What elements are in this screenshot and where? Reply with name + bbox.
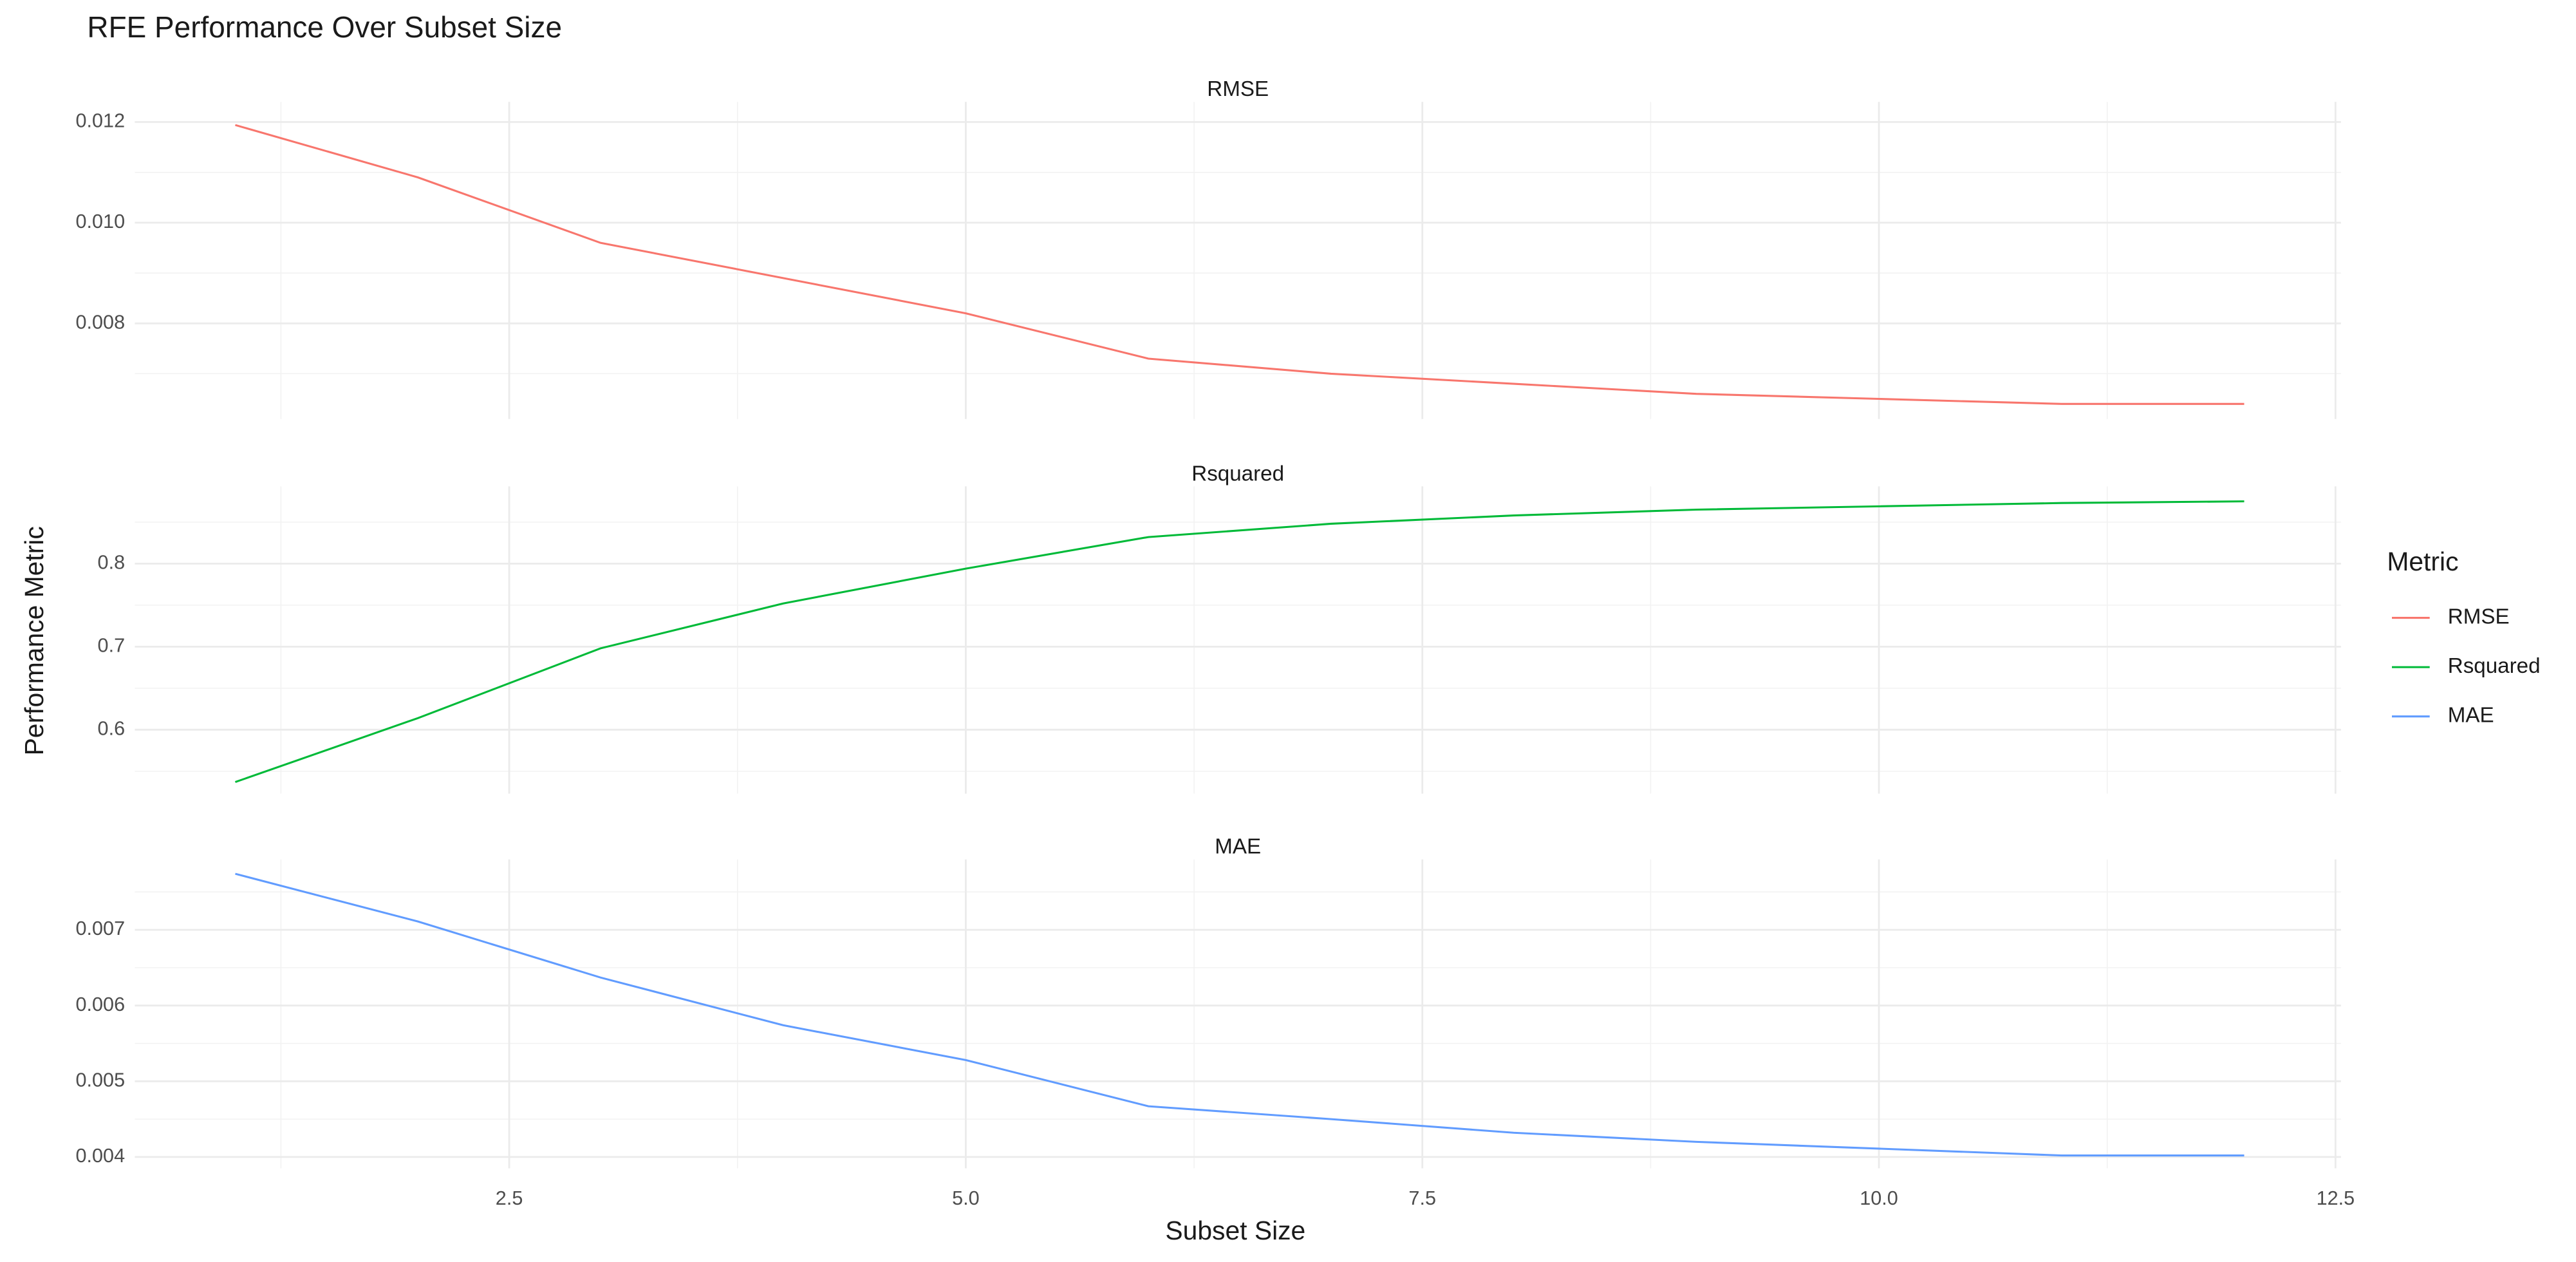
- y-axis-title: Performance Metric: [19, 526, 49, 755]
- y-tick-label: 0.007: [76, 918, 126, 939]
- strip-title: RMSE: [1207, 77, 1269, 101]
- x-axis-title: Subset Size: [1165, 1216, 1305, 1245]
- data-line: [234, 500, 2245, 784]
- y-tick-label: 0.006: [76, 994, 126, 1015]
- y-tick-label: 0.012: [76, 110, 126, 132]
- y-tick-label: 0.6: [98, 717, 126, 739]
- legend-title: Metric: [2387, 547, 2458, 576]
- x-tick-label: 7.5: [1408, 1187, 1436, 1209]
- legend-label: MAE: [2448, 703, 2494, 727]
- data-line: [235, 124, 2245, 405]
- x-tick-label: 10.0: [1860, 1187, 1898, 1209]
- y-tick-label: 0.004: [76, 1145, 126, 1167]
- x-tick-label: 12.5: [2317, 1187, 2355, 1209]
- strip-title: Rsquared: [1191, 462, 1284, 485]
- y-tick-label: 0.010: [76, 211, 126, 232]
- y-tick-label: 0.8: [98, 551, 126, 573]
- y-tick-label: 0.7: [98, 634, 126, 656]
- legend-label: RMSE: [2448, 605, 2510, 628]
- chart-title: RFE Performance Over Subset Size: [87, 10, 562, 44]
- x-tick-label: 5.0: [952, 1187, 980, 1209]
- x-tick-label: 2.5: [496, 1187, 523, 1209]
- legend-label: Rsquared: [2448, 654, 2541, 678]
- data-line: [235, 872, 2245, 1157]
- strip-title: MAE: [1215, 835, 1261, 859]
- y-tick-label: 0.005: [76, 1069, 126, 1091]
- y-tick-label: 0.008: [76, 311, 126, 333]
